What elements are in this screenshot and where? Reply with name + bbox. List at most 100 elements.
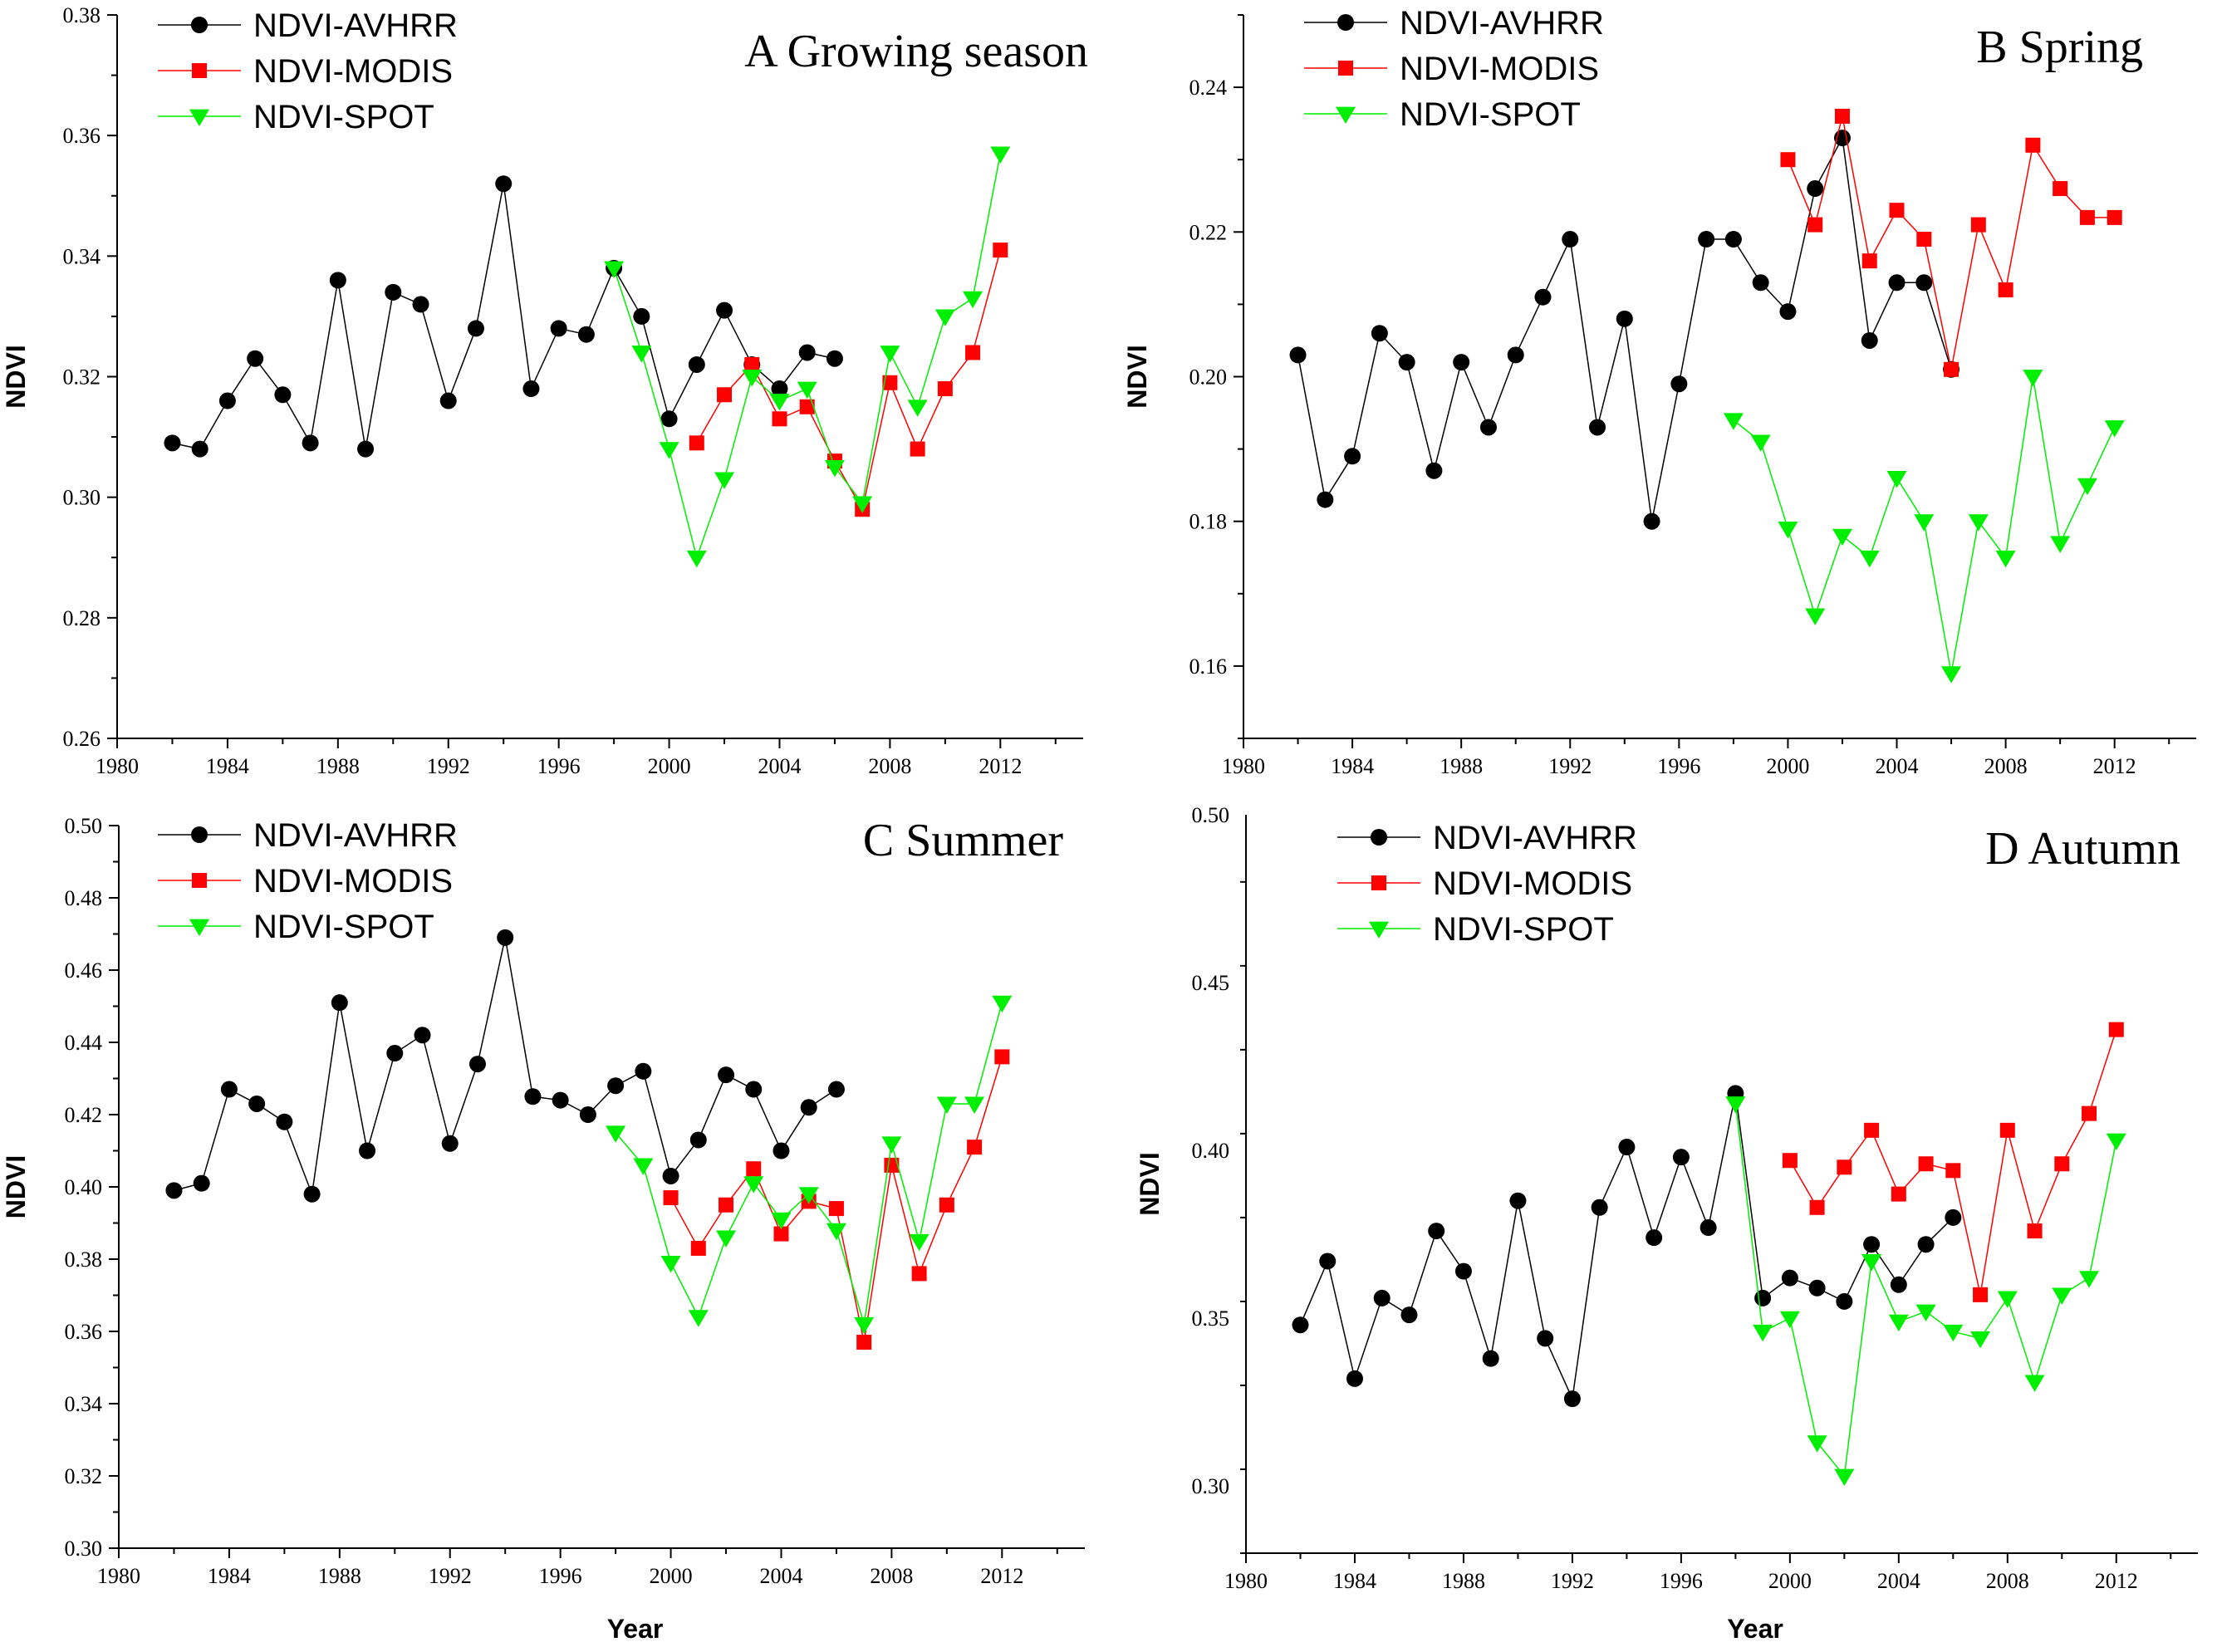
panel-a-ndvi-avhrr-point — [247, 350, 264, 367]
panel-d-legend-ndvi-spot-label: NDVI-SPOT — [1433, 911, 1614, 948]
panel-b-legend-ndvi-spot-marker — [1336, 106, 1356, 124]
panel-a-ndvi-avhrr-point — [412, 296, 429, 313]
panel-b-y-tick-label: 0.20 — [1189, 365, 1228, 390]
panel-d-x-tick-label: 1988 — [1442, 1569, 1485, 1593]
panel-c-ndvi-avhrr-point — [497, 929, 514, 946]
panel-d: 1980 1984 1988 1992 1996 2000 2004 2008 2012 0.30… — [1135, 803, 2198, 1644]
panel-c-legend-ndvi-modis-marker — [192, 873, 207, 888]
panel-d-x-tick-label: 1996 — [1660, 1569, 1703, 1593]
panel-c-ndvi-spot-point — [881, 1136, 902, 1154]
panel-a-x-tick-label: 2008 — [868, 754, 911, 778]
panel-c-ndvi-spot-point — [606, 1125, 626, 1143]
panel-c-x-tick-label: 2012 — [980, 1564, 1023, 1588]
panel-a-legend-ndvi-modis-label: NDVI-MODIS — [253, 53, 453, 90]
panel-b-legend-ndvi-modis-marker — [1338, 61, 1353, 76]
panel-b-y-tick-label: 0.22 — [1189, 220, 1228, 244]
panel-c-ndvi-avhrr-point — [303, 1185, 321, 1203]
panel-c-ndvi-spot-point — [854, 1316, 875, 1335]
panel-b-ndvi-avhrr-point — [1643, 512, 1660, 530]
panel-d-ndvi-avhrr-point — [1836, 1292, 1853, 1310]
panel-d-ndvi-avhrr-point — [1400, 1306, 1418, 1324]
panel-b-ndvi-avhrr-point — [1425, 462, 1443, 479]
panel-c-ndvi-avhrr-point — [773, 1142, 790, 1159]
panel-b-ndvi-avhrr-line — [1297, 135, 1952, 522]
panel-c-ndvi-avhrr-point — [441, 1135, 459, 1152]
panel-c-y-tick-label: 0.30 — [65, 1537, 103, 1561]
panel-b-x-tick-label: 1996 — [1657, 754, 1700, 778]
panel-a-ndvi-avhrr-point — [218, 392, 236, 409]
panel-c-ndvi-avhrr-point — [718, 1066, 735, 1084]
panel-a-ndvi-spot-point — [659, 442, 679, 459]
panel-b-ndvi-avhrr-point — [1371, 325, 1388, 342]
panel-d-ndvi-spot-point — [2079, 1271, 2100, 1288]
panel-a-ndvi-spot-point — [824, 459, 845, 478]
panel-d-legend: NDVI-AVHRR NDVI-MODIS NDVI-SPOT — [1337, 820, 1637, 948]
panel-a-ndvi-spot-point — [742, 370, 763, 387]
panel-b-y-tick-label: 0.18 — [1189, 510, 1228, 534]
panel-b-ndvi-spot-point — [2023, 370, 2043, 387]
panel-a-ndvi-spot-point — [990, 146, 1011, 164]
panel-b-ndvi-spot-point — [2077, 478, 2097, 496]
panel-b-ndvi-spot-point — [1914, 514, 1935, 532]
panel-c-ndvi-avhrr-line — [174, 937, 837, 1197]
panel-a-y-tick-label: 0.30 — [63, 486, 101, 510]
panel-d-ndvi-avhrr-point — [1591, 1199, 1608, 1216]
panel-d-ndvi-modis-point — [1973, 1287, 1989, 1302]
panel-a-ndvi-avhrr-point — [495, 175, 513, 193]
panel-c-ndvi-avhrr-point — [607, 1077, 625, 1095]
panel-c-ndvi-avhrr-point — [468, 1056, 486, 1073]
panel-a-x-tick-label: 1992 — [427, 754, 470, 778]
panel-b-x-tick-label: 2008 — [1984, 754, 2028, 778]
panel-d-ndvi-modis-point — [2027, 1223, 2043, 1239]
panel-b-ndvi-avhrr-point — [1453, 354, 1470, 371]
panel-a-x-tick-label: 1988 — [316, 754, 360, 778]
panel-b-ndvi-avhrr-point — [1861, 331, 1878, 349]
panel-b-ndvi-spot-point — [1805, 608, 1826, 625]
panel-d-ndvi-avhrr-point — [1945, 1208, 1962, 1226]
panel-c-ndvi-modis-point — [773, 1226, 789, 1242]
panel-b-ndvi-spot-point — [1859, 550, 1880, 568]
panel-d-ndvi-spot-point — [1725, 1096, 1746, 1114]
panel-c-y-tick-label: 0.44 — [65, 1031, 103, 1055]
panel-b-ndvi-avhrr-point — [1479, 419, 1497, 436]
panel-a-x-tick-label: 1980 — [96, 754, 139, 778]
panel-a-y-tick-label: 0.36 — [63, 124, 101, 148]
panel-b-ndvi-avhrr-point — [1807, 180, 1824, 198]
panel-d-ndvi-avhrr-point — [1672, 1149, 1690, 1166]
panel-b-x-tick-label: 1992 — [1548, 754, 1592, 778]
panel-b-x-tick-label: 1984 — [1331, 754, 1374, 778]
panel-d-ndvi-spot-point — [1834, 1468, 1855, 1487]
panel-a-ndvi-modis-line — [696, 249, 1002, 512]
panel-c-ndvi-avhrr-point — [331, 994, 348, 1012]
panel-b-ndvi-spot-point — [1968, 514, 1989, 532]
panel-c-y-tick-label: 0.32 — [65, 1464, 103, 1488]
panel-d-y-tick-label: 0.40 — [1192, 1139, 1230, 1163]
panel-d-ndvi-modis-point — [2082, 1105, 2097, 1121]
panel-a-ndvi-modis-point — [717, 387, 733, 403]
panel-b-ndvi-modis-point — [1916, 232, 1932, 248]
panel-d-y-axis-label: NDVI — [1135, 1152, 1165, 1215]
panel-d-ndvi-spot-point — [1888, 1314, 1909, 1332]
panel-a-ndvi-avhrr-point — [385, 283, 402, 301]
panel-a-ndvi-spot-point — [934, 309, 955, 326]
panel-c-ndvi-avhrr-point — [359, 1142, 376, 1159]
panel-c-x-tick-label: 2008 — [870, 1564, 913, 1588]
panel-a-ndvi-spot-point — [686, 550, 707, 568]
panel-b-y-tick-label: 0.24 — [1189, 76, 1228, 100]
panel-d-ndvi-modis-point — [2108, 1022, 2124, 1037]
panel-a-legend-ndvi-spot-marker — [189, 109, 209, 126]
panel-a-ndvi-avhrr-line — [172, 184, 836, 450]
panel-a-ndvi-modis-point — [882, 375, 898, 390]
panel-c-y-tick-label: 0.42 — [65, 1103, 103, 1127]
panel-b-ndvi-avhrr-point — [1589, 419, 1606, 436]
panel-c-x-tick-label: 1988 — [318, 1564, 361, 1588]
panel-d-ndvi-modis-point — [1864, 1122, 1880, 1138]
panel-b: 1980 1984 1988 1992 1996 2000 2004 2008 2012 0.16… — [1122, 5, 2196, 778]
panel-a-ndvi-spot-point — [797, 381, 817, 400]
panel-c-ndvi-avhrr-point — [827, 1081, 845, 1098]
panel-d-x-tick-label: 2000 — [1768, 1569, 1812, 1593]
panel-d-ndvi-modis-point — [1945, 1163, 1961, 1179]
panel-d-ndvi-modis-point — [1918, 1156, 1934, 1172]
panel-a-ndvi-modis-point — [772, 411, 787, 427]
